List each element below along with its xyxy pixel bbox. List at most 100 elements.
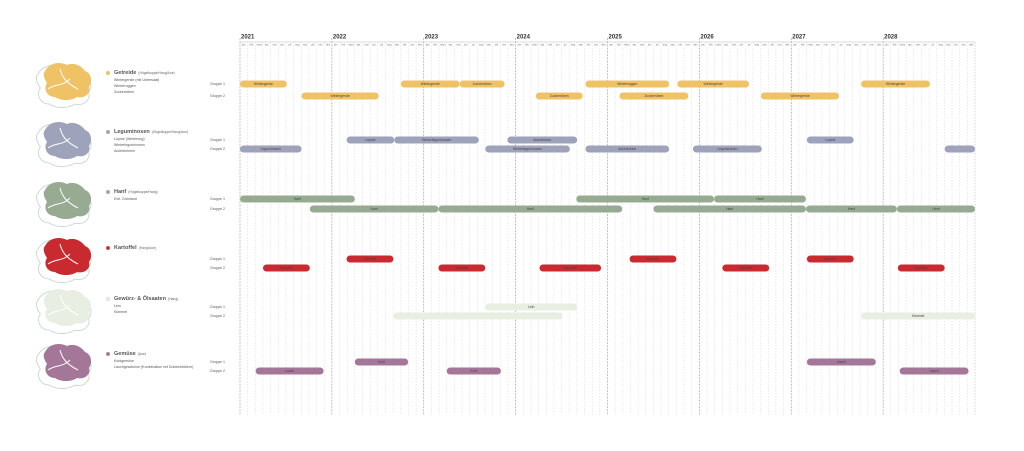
month-label: feb: [893, 43, 897, 47]
bar: [806, 136, 854, 144]
month-label: jun: [463, 43, 468, 47]
month-label: dez: [693, 43, 698, 47]
bar: [393, 312, 563, 320]
bar: [446, 367, 501, 375]
bar-label: Ackerbohne: [533, 138, 551, 142]
row-label: Gruppe 2: [210, 266, 225, 270]
month-label: jul: [379, 43, 383, 47]
month-label: mai: [456, 43, 461, 47]
row-label: Gruppe 1: [210, 305, 225, 309]
bar-label: Hanf: [932, 207, 939, 211]
x-tick-label: 2021: [241, 35, 255, 41]
month-label: jul: [287, 43, 291, 47]
legend-dot: [105, 351, 111, 357]
group-detail: (Hang): [168, 297, 178, 301]
month-label: jan: [333, 43, 338, 47]
legend-dot: [105, 70, 111, 76]
bar-label: Winterleguminosen: [513, 147, 542, 151]
row-label: Gruppe 1: [210, 257, 225, 261]
bar-label: Kartoffel: [456, 266, 469, 270]
x-tick-label: 2024: [517, 35, 531, 41]
bar-label: Hanf: [756, 197, 763, 201]
x-tick-label: 2023: [425, 35, 439, 41]
month-label: jun: [647, 43, 652, 47]
bar-label: Wintergerste: [704, 82, 723, 86]
month-label: jun: [739, 43, 744, 47]
row-label: Gruppe 2: [210, 314, 225, 318]
month-label: märz: [899, 43, 905, 47]
month-label: jun: [279, 43, 284, 47]
month-label: okt: [954, 43, 958, 47]
bar: [346, 255, 394, 263]
bar-label: Kartoffel: [647, 257, 660, 261]
bar: [861, 312, 975, 320]
bar-label: Kohl: [470, 369, 477, 373]
month-label: jul: [471, 43, 475, 47]
month-label: jun: [555, 43, 560, 47]
group-item: Winterroggen: [114, 84, 136, 88]
bar: [714, 195, 806, 203]
month-label: aug: [571, 44, 576, 47]
month-label: aug: [663, 44, 668, 47]
bar-label: Hanf: [371, 207, 378, 211]
month-label: mai: [732, 43, 737, 47]
legend-dot: [105, 296, 111, 302]
month-label: nov: [778, 44, 783, 47]
bar-label: Kartoffel: [824, 257, 837, 261]
group-name: Gemüse: [114, 351, 136, 357]
month-label: märz: [624, 43, 630, 47]
bar-label: Hanf: [848, 207, 855, 211]
bar: [677, 80, 749, 88]
bar: [760, 92, 840, 100]
group-item: Evtl. Grünland: [114, 197, 137, 201]
map-icon: [36, 238, 92, 284]
bar: [354, 358, 409, 366]
month-label: aug: [387, 44, 392, 47]
map-lines: [47, 294, 79, 316]
month-label: okt: [587, 43, 591, 47]
bar: [585, 145, 670, 153]
group-item: Lauchgewächse (Kombination mit Doldenblü…: [114, 365, 193, 369]
row-label: Gruppe 2: [210, 147, 225, 151]
bar: [619, 92, 689, 100]
group-detail: (Aue): [138, 352, 146, 356]
group-item: Kohlgemüse: [114, 359, 134, 363]
bar: [629, 255, 677, 263]
month-label: mai: [640, 43, 645, 47]
bar: [438, 264, 486, 272]
bar-label: Lauch: [929, 369, 938, 373]
bar-label: Wintergerste: [421, 82, 440, 86]
group-item: Lein: [114, 304, 121, 308]
group-name: Getreide: [114, 70, 136, 76]
month-label: märz: [532, 43, 538, 47]
month-label: mai: [548, 43, 553, 47]
month-label: jun: [371, 43, 376, 47]
group-name: Kartoffel: [114, 245, 137, 251]
bar: [459, 80, 505, 88]
map-icon: [36, 344, 92, 390]
month-label: okt: [862, 43, 866, 47]
month-label: jan: [884, 43, 889, 47]
bar-label: Lauch: [285, 369, 294, 373]
group-title: Gemüse (Aue): [114, 351, 146, 357]
month-label: jan: [241, 43, 246, 47]
month-label: okt: [403, 43, 407, 47]
month-label: märz: [440, 43, 446, 47]
month-label: sep: [946, 44, 951, 47]
bar-label: Ackerbohne: [618, 147, 636, 151]
month-label: dez: [602, 43, 607, 47]
x-tick-label: 2022: [333, 35, 347, 41]
month-label: sep: [487, 44, 492, 47]
bar-label: Lauch: [837, 360, 846, 364]
month-label: feb: [525, 43, 529, 47]
month-label: märz: [716, 43, 722, 47]
map-lines: [47, 187, 79, 209]
row-label: Gruppe 1: [210, 82, 225, 86]
bar-label: Kartoffel: [564, 266, 577, 270]
bar: [507, 136, 578, 144]
bar: [535, 92, 583, 100]
bar: [944, 145, 975, 153]
month-label: apr: [908, 43, 912, 47]
bar: [438, 205, 623, 213]
bar: [692, 145, 762, 153]
